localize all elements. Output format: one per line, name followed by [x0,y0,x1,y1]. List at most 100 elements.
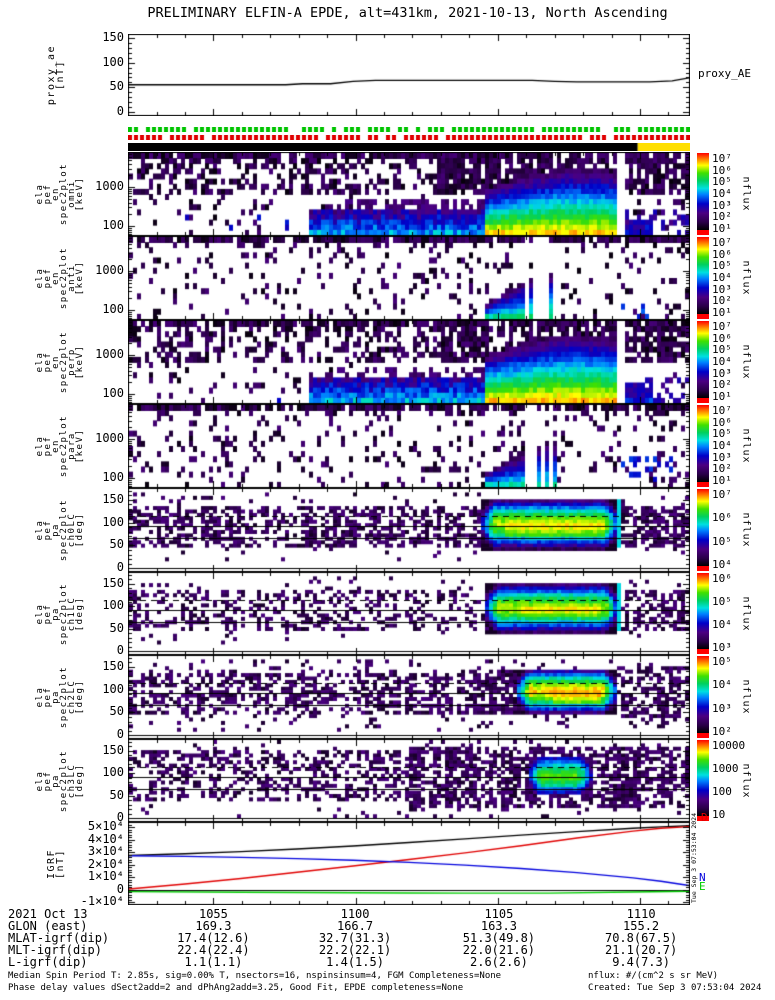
axis-label-line: [keV] [75,428,85,464]
y-tick-label: 0 [116,881,124,896]
axis-label-line: [deg] [75,596,85,631]
footer-line-1: Median Spin Period T: 2.85s, sig=0.00% T… [8,971,502,981]
colorbar-tick-label: 10³ [712,282,732,296]
colorbar-tick-label: 10³ [712,641,732,654]
y-tick-label: 150 [102,491,124,506]
colorbar-tick-label: 10² [712,725,732,738]
axis-label-pa_ch0lc-text: ela pef pa spec2plot ch0LC [deg] [35,499,85,561]
colorbar-tick-label: 10⁶ [712,572,732,585]
colorbar-title-text: nflux [740,512,752,548]
y-tick-label: 1000 [95,347,124,362]
colorbar-tick-label: 10² [712,378,732,392]
y-tick-label: 100 [102,469,124,484]
table-cell-value: 22.0(21.6) [462,943,536,957]
footer-nflux-units: nflux: #/(cm^2 s sr MeV) [588,971,719,981]
x-axis-date-label: 2021 Oct 13 [8,907,88,921]
y-tick-label: 0 [116,643,124,658]
colorbar-title-text: nflux [740,176,752,212]
table-cell-value: 32.7(31.3) [318,931,392,945]
y-tick-label: 150 [102,30,124,45]
table-cell-value: 9.4(7.3) [612,955,670,969]
x-axis-tick-label: 1110 [626,907,656,921]
colorbar-tick-label: 10³ [712,450,732,464]
colorbar-title-text: nflux [740,260,752,296]
colorbar-tick-label: 10⁵ [712,175,732,189]
page-title: PRELIMINARY ELFIN-A EPDE, alt=431km, 202… [147,5,668,21]
colorbar-tick-label: 10⁵ [712,595,732,608]
table-cell-value: 70.8(67.5) [604,931,678,945]
x-axis-tick-label: 1055 [198,907,228,921]
y-tick-label: 50 [109,79,124,94]
flag-row-green [128,127,690,132]
table-cell-value: 17.4(12.6) [177,931,250,945]
table-cell-value: 155.2 [623,919,660,933]
axis-label-en_anti-text: ela pef en spec2plot anti [keV] [35,247,85,309]
y-tick-label: 0 [116,727,124,742]
y-tick-label: 2×10⁴ [87,856,124,871]
axis-label-en_omni-text: ela pef en spec2plot omni [keV] [35,163,85,225]
axis-label-line: [keV] [75,260,85,296]
colorbar-title-text: nflux [740,762,752,799]
colorbar-pa_ch2lc [697,656,709,733]
y-tick-label: 100 [102,217,124,232]
colorbar-tick-label: 10⁵ [712,343,732,357]
y-tick-label: 1000 [95,263,124,278]
plot-canvas-pa_ch2lc [128,655,690,739]
y-tick-label: 4×10⁴ [87,831,124,846]
y-tick-label: 100 [102,514,124,529]
side-timestamp: Tue Sep 3 07:53:04 2024 [690,812,698,903]
y-tick-label: -1×10⁴ [80,894,124,909]
colorbar-tick-label: 10¹ [712,390,732,403]
axis-label-line: [keV] [75,176,85,212]
table-cell-value: 22.2(22.1) [318,943,392,957]
axis-label-line: [deg] [75,679,85,715]
table-cell-value: 2.6(2.6) [470,955,528,969]
colorbar-tick-label: 10000 [712,739,746,752]
colorbar-tick-label: 10² [712,294,732,308]
table-cell-value: 22.4(22.4) [177,943,250,957]
colorbar-underflow-en_omni [697,230,709,235]
footer-line-2: Phase delay values dSect2add=2 and dPhAn… [8,983,464,993]
colorbar-underflow-pa_ch0lc [697,566,709,571]
colorbar-tick-label: 10³ [712,198,732,212]
colorbar-tick-label: 10⁵ [712,534,732,548]
colorbar-tick-label: 10⁷ [712,152,732,165]
colorbar-tick-label: 10⁴ [712,618,732,631]
table-cell-value: 166.7 [336,919,374,933]
axis-label-pa_ch2lc-text: ela pef pa spec2plot ch2LC [deg] [35,666,85,728]
colorbar-tick-label: 10 [712,808,726,821]
colorbar-tick-label: 10⁶ [712,247,732,261]
colorbar-title-text: nflux [740,428,752,464]
y-tick-label: 50 [109,704,124,719]
y-tick-label: 150 [102,742,124,757]
table-row-label: GLON (east) [8,919,88,933]
y-tick-label: 100 [102,54,124,69]
axis-label-line: [keV] [75,344,85,380]
colorbar-tick-label: 10¹ [712,474,732,487]
y-tick-label: 100 [102,765,124,780]
x-axis-tick-label: 1105 [484,907,514,921]
series-label-E: E [699,880,706,893]
colorbar-tick-label: 10⁴ [712,558,732,571]
axis-label-en_perp-text: ela pef en spec2plot perp [keV] [35,331,85,393]
colorbar-underflow-pa_ch3lc [697,816,709,821]
colorbar-tick-label: 10⁴ [712,187,732,200]
plot-canvas-en_perp [128,320,690,404]
y-tick-label: 1×10⁴ [87,869,124,884]
colorbar-tick-label: 10¹ [712,222,732,235]
y-tick-label: 3×10⁴ [87,844,124,859]
y-tick-label: 0 [116,810,124,825]
series-label-D: D [701,811,708,824]
series-label-N: N [699,871,706,884]
y-tick-label: 100 [102,598,124,613]
colorbar-tick-label: 1000 [712,762,739,775]
axis-label-line: [deg] [75,763,85,798]
colorbar-tick-label: 10⁶ [712,511,732,525]
y-tick-label: 50 [109,537,124,552]
flag-bar-mode [128,143,690,151]
colorbar-tick-label: 10⁶ [712,331,732,345]
colorbar-en_omni [697,153,709,230]
table-row-label: MLAT-igrf(dip) [8,931,110,945]
plot-canvas-proxy_ae [128,34,690,116]
colorbar-underflow-en_perp [697,398,709,403]
